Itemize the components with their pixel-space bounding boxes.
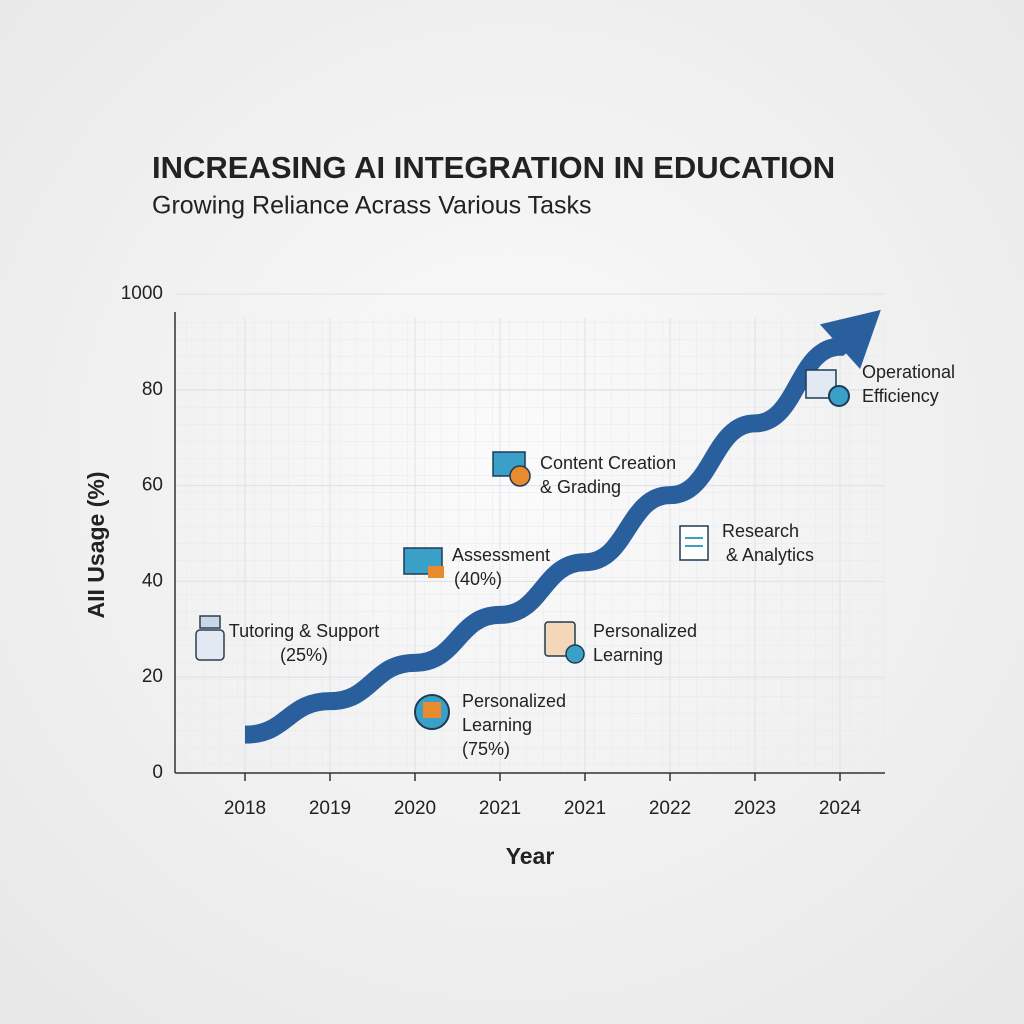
arrow-head [819,309,881,369]
y-tick-label: 0 [152,762,163,783]
y-tick-label: 20 [142,666,163,687]
x-tick-label: 2024 [819,798,862,819]
x-tick-label: 2022 [649,798,691,819]
icon-personalized-b [544,621,585,664]
annotation: Operational [862,362,955,382]
x-tick-label: 2018 [224,798,266,819]
annotation: (75%) [462,739,510,759]
y-tick-label: 40 [142,570,163,591]
y-tick-label: 80 [142,379,163,400]
y-tick-label: 1000 [121,283,163,304]
annotation: Research [722,521,799,541]
annotation: Tutoring & Support [229,621,379,641]
annotation: Personalized [593,621,697,641]
annotation: (40%) [454,569,502,589]
minor-grid [175,318,885,773]
x-tick-label: 2020 [394,798,436,819]
marks [244,309,881,744]
x-axis-label: Year [506,843,555,869]
annotation: Content Creation [540,453,676,473]
trend-arrow [244,334,852,744]
icon-tutoring [195,615,225,661]
annotation: Assessment [452,545,550,565]
y-tick-label: 60 [142,475,163,496]
icon-personalized-a [414,694,450,730]
annotation: & Analytics [726,545,814,565]
annotation: Learning [462,715,532,735]
x-tick-label: 2019 [309,798,351,819]
icon-operational [805,369,850,407]
x-tick-label: 2023 [734,798,776,819]
annotations: Tutoring & Support (25%) Assessment (40%) Co… [229,362,955,759]
icon-content [492,451,531,487]
icons [195,369,850,730]
annotation: (25%) [280,645,328,665]
annotation: Personalized [462,691,566,711]
y-axis-label: AII Usage (%) [83,472,109,619]
x-tick-label: 2021 [479,798,521,819]
annotation: Learning [593,645,663,665]
annotation: & Grading [540,477,621,497]
chart-title: INCREASING AI INTEGRATION IN EDUCATION [152,150,835,185]
annotation: Efficiency [862,386,939,406]
x-tick-label: 2021 [564,798,606,819]
chart-subtitle: Growing Reliance Acrass Various Tasks [152,192,592,220]
icon-research [679,525,709,561]
icon-assessment [403,547,444,578]
